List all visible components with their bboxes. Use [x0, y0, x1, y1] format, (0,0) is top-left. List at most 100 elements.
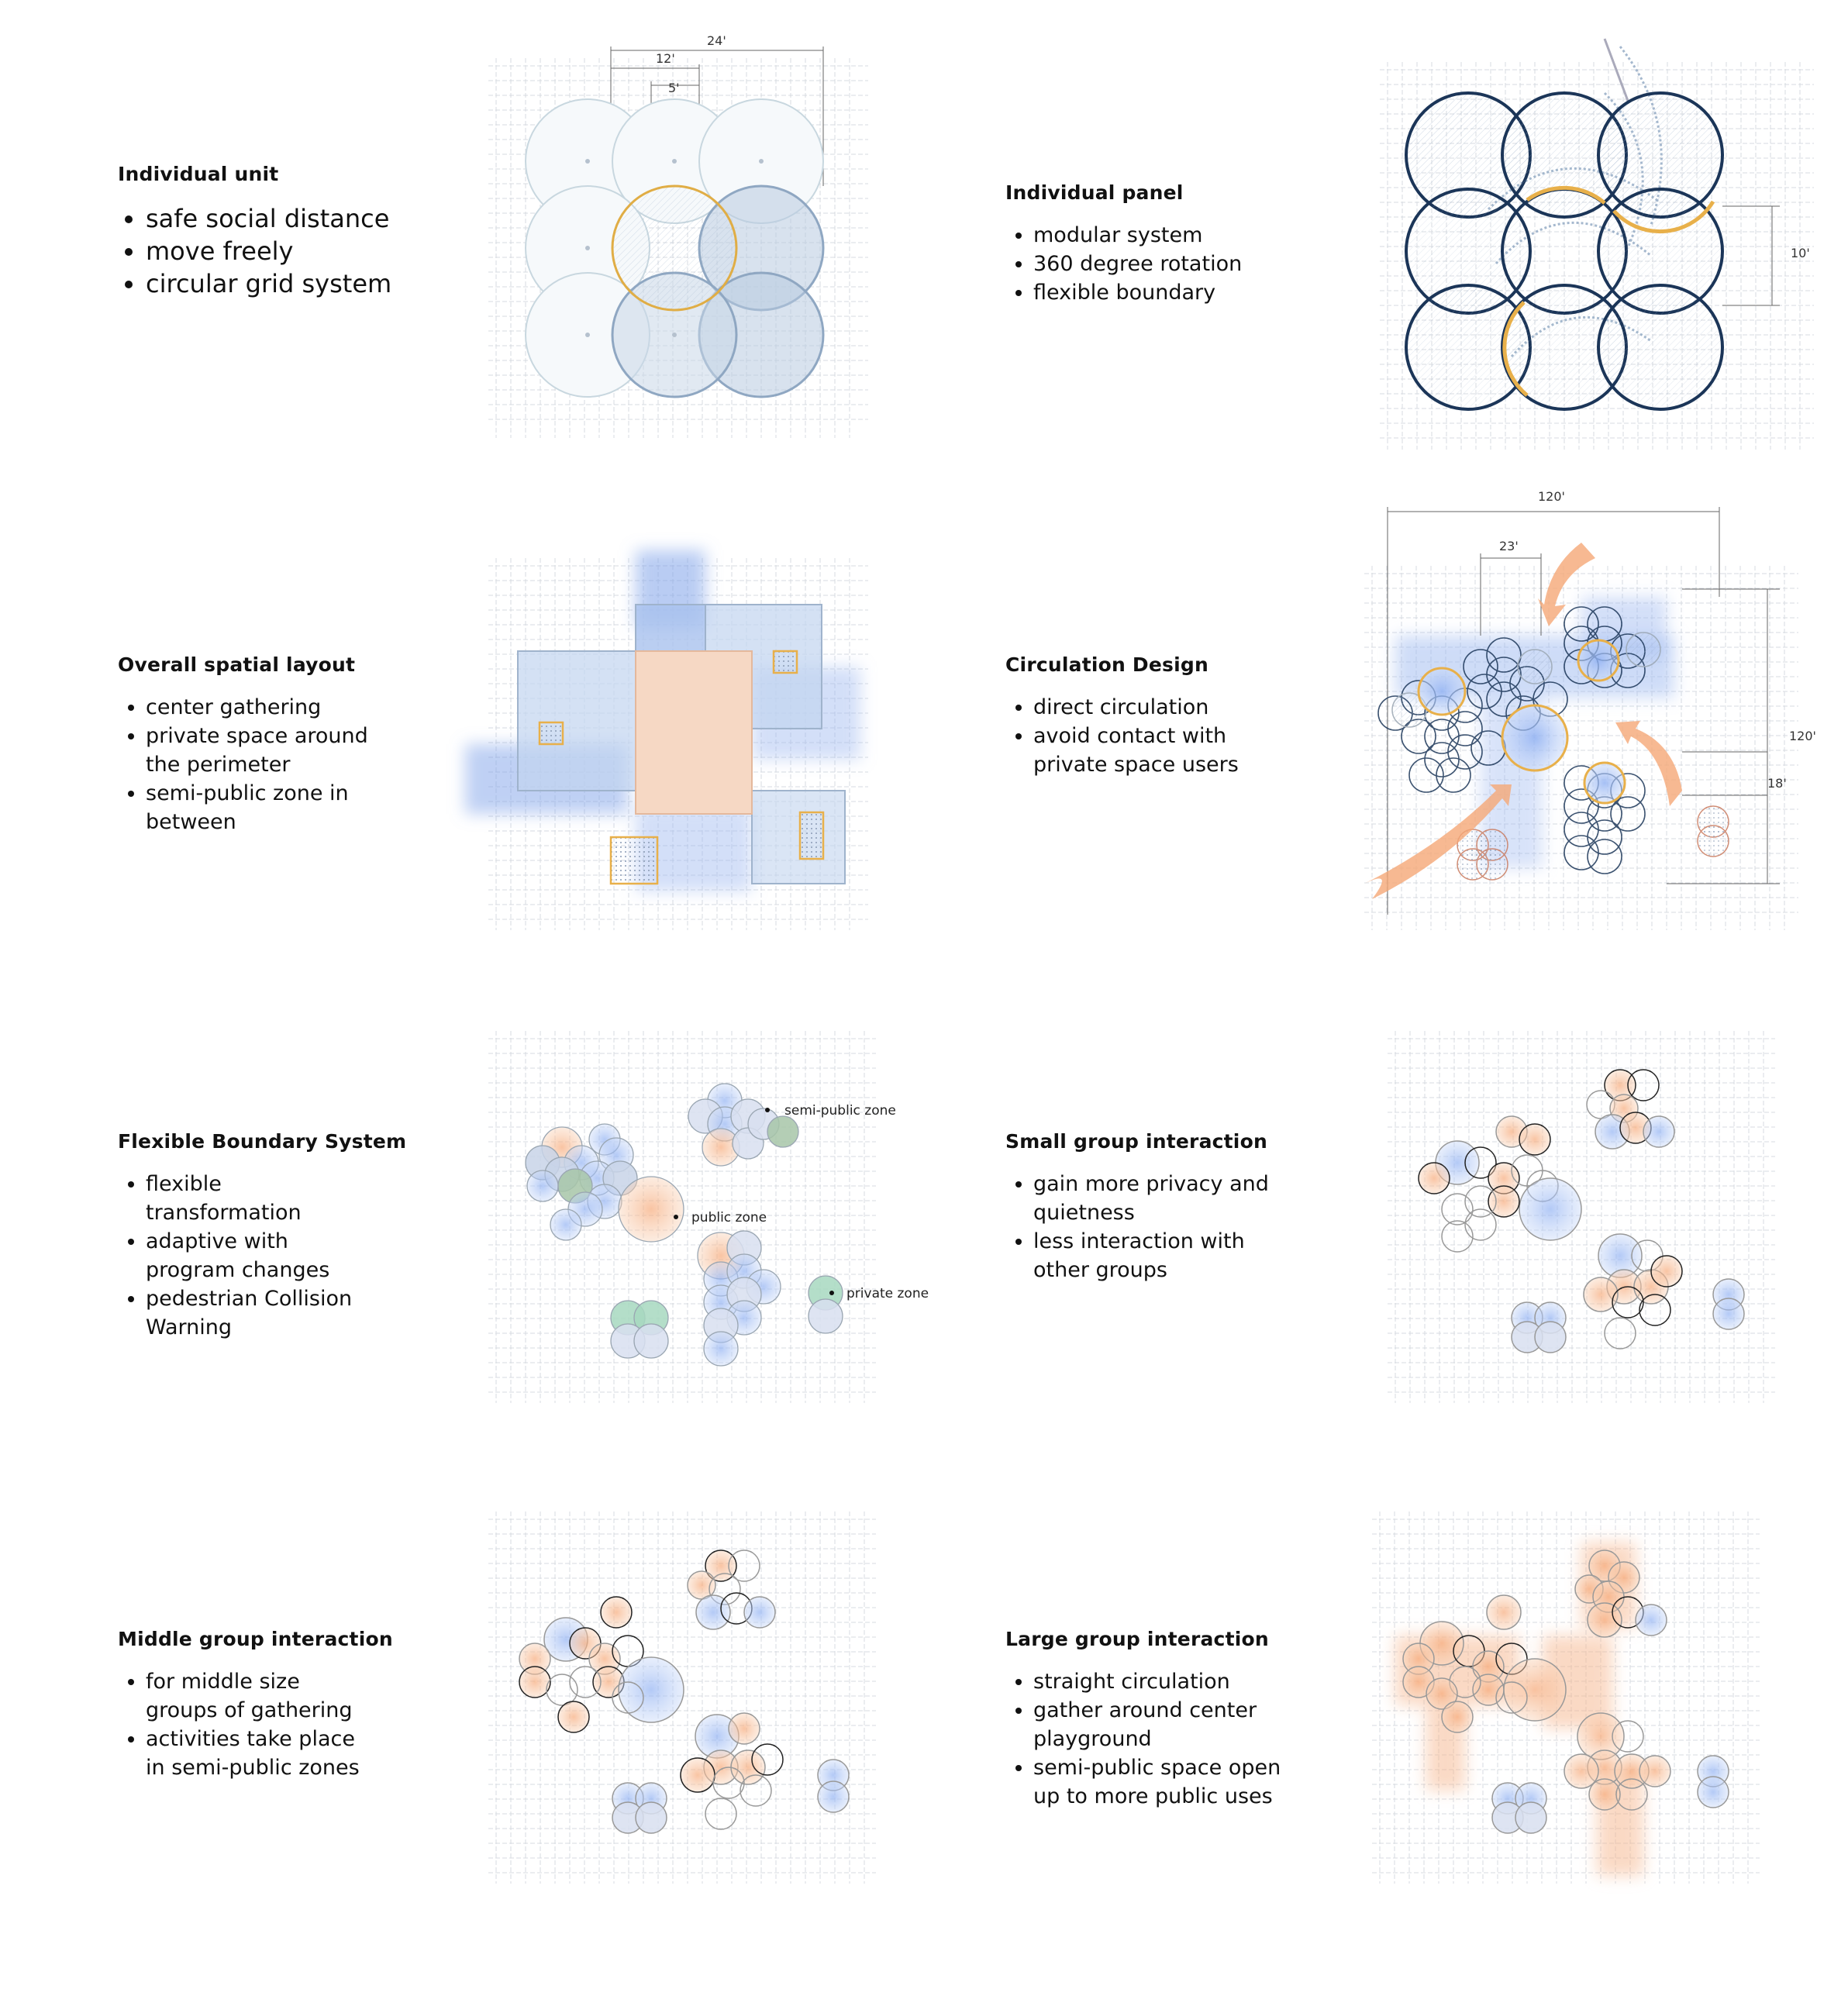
circle-mark [1697, 825, 1729, 857]
circle-mark [1626, 632, 1661, 667]
circle-mark [1486, 1594, 1522, 1630]
bullet-list: center gathering private space around th… [118, 693, 368, 836]
bullet-item: semi-public zone in [146, 779, 368, 808]
circle-mark [557, 1701, 590, 1733]
bullet-item: private space users [1033, 753, 1239, 777]
panel-text-circulation-design: Circulation Design direct circulation av… [1005, 653, 1239, 779]
panel-text-individual-unit: Individual unit safe social distance mov… [118, 163, 391, 300]
bullet-item: semi-public space open [1033, 1753, 1281, 1782]
dimension-lines [1722, 205, 1780, 306]
group-circles [519, 1549, 850, 1834]
figure-large-group-interaction [1372, 1512, 1760, 1884]
circle-mark [743, 1596, 776, 1629]
circle-mark [569, 1666, 602, 1698]
bullet-item: playground [1033, 1727, 1152, 1751]
circle-mark [1495, 1681, 1528, 1714]
center-gathering-zone [635, 650, 753, 815]
circle-mark [1464, 1208, 1497, 1241]
bullet-item: flexible boundary [1033, 278, 1242, 307]
bullet-item: other groups [1033, 1258, 1167, 1282]
circle-mark [633, 1323, 669, 1359]
panel-title: Flexible Boundary System [118, 1130, 407, 1153]
bullet-item: safe social distance [146, 202, 391, 235]
circle-mark [1564, 788, 1599, 824]
figure-middle-group-interaction [488, 1512, 876, 1884]
circle-mark [1463, 649, 1498, 684]
circle-mark [1408, 757, 1444, 793]
zone-label-public: public zone [691, 1210, 767, 1225]
bullet-item: transformation [146, 1201, 302, 1225]
circle-mark [1697, 1776, 1729, 1808]
circle-mark [808, 1298, 843, 1334]
circle-mark [1515, 1801, 1547, 1834]
circle-mark [1615, 1778, 1648, 1811]
highlight-circles [1417, 639, 1626, 805]
circle-mark [1424, 742, 1460, 777]
circle-mark [1426, 1677, 1458, 1710]
circle-mark [1517, 649, 1553, 684]
bullet-list: straight circulation gather around cente… [1005, 1667, 1281, 1811]
bullet-list: for middle size groups of gathering acti… [118, 1667, 393, 1782]
circle-mark [1447, 734, 1483, 770]
circle-mark [1486, 637, 1522, 673]
circle-mark [1610, 796, 1646, 832]
dimension-label: 120' [1789, 729, 1816, 743]
bullet-item: flexible [146, 1170, 406, 1198]
circle-mark [1635, 1604, 1667, 1636]
bullet-item: pedestrian Collision [146, 1284, 406, 1313]
bullet-item: for middle size [146, 1667, 393, 1696]
rotation-arcs [1502, 185, 1715, 397]
circle-mark [1627, 1069, 1660, 1101]
circle-mark [1447, 711, 1483, 746]
panel-title: Circulation Design [1005, 653, 1208, 676]
circle-mark [1476, 848, 1508, 881]
circle-mark [1588, 1778, 1621, 1811]
circle-mark [550, 1208, 582, 1241]
zone-label-semi-public: semi-public zone [784, 1103, 896, 1119]
panel-title: Middle group interaction [118, 1628, 393, 1650]
bullet-item: less interaction with [1033, 1227, 1269, 1256]
circle-mark [703, 1331, 739, 1367]
circle-mark [1441, 1220, 1474, 1253]
circle-mark [1441, 1193, 1474, 1225]
panel-title: Large group interaction [1005, 1628, 1269, 1650]
dimension-label: 18' [1767, 776, 1787, 791]
zone-label-private: private zone [846, 1286, 929, 1301]
bullet-item: quietness [1033, 1201, 1135, 1225]
circle-mark [1643, 1115, 1675, 1148]
circle-mark [1534, 1321, 1567, 1353]
panel-text-small-group: Small group interaction gain more privac… [1005, 1130, 1269, 1284]
dimension-label: 24' [707, 33, 726, 48]
bullet-list: gain more privacy and quietness less int… [1005, 1170, 1269, 1284]
panel-text-flexible-boundary: Flexible Boundary System flexible transf… [118, 1130, 406, 1342]
highlighted-unit [611, 184, 738, 312]
circle-mark [767, 1115, 799, 1148]
zone-label-dots [674, 1108, 834, 1295]
figure-circulation-design: 120' 23' 120' 18' [1364, 489, 1816, 930]
circle-mark [1712, 1298, 1745, 1330]
circle-mark [1519, 1123, 1551, 1156]
zone-blocks [517, 604, 846, 884]
circle-mark [705, 1798, 737, 1830]
bullet-item: move freely [146, 235, 391, 267]
bullet-item: program changes [146, 1258, 330, 1282]
circle-mark [1503, 1658, 1567, 1722]
circle-mark [618, 1176, 684, 1243]
circle-mark [728, 1549, 760, 1582]
bullet-list: flexible transformation adaptive with pr… [118, 1170, 406, 1342]
dimension-label: 10' [1791, 246, 1810, 260]
circle-mark [1564, 835, 1599, 870]
panel-title: Overall spatial layout [118, 653, 356, 676]
circle-mark [546, 1674, 578, 1706]
bullet-item: groups of gathering [146, 1698, 353, 1722]
bullet-list: modular system 360 degree rotation flexi… [1005, 221, 1242, 307]
circle-mark [618, 1656, 684, 1723]
figure-small-group-interaction [1388, 1031, 1775, 1403]
dimension-label: 5' [668, 81, 680, 95]
bullet-item: circular grid system [146, 267, 391, 300]
bullet-item: modular system [1033, 221, 1242, 250]
circle-mark [728, 1712, 760, 1745]
panel-text-large-group: Large group interaction straight circula… [1005, 1628, 1281, 1811]
circle-mark [1587, 839, 1622, 874]
dimension-lines [1387, 507, 1780, 915]
